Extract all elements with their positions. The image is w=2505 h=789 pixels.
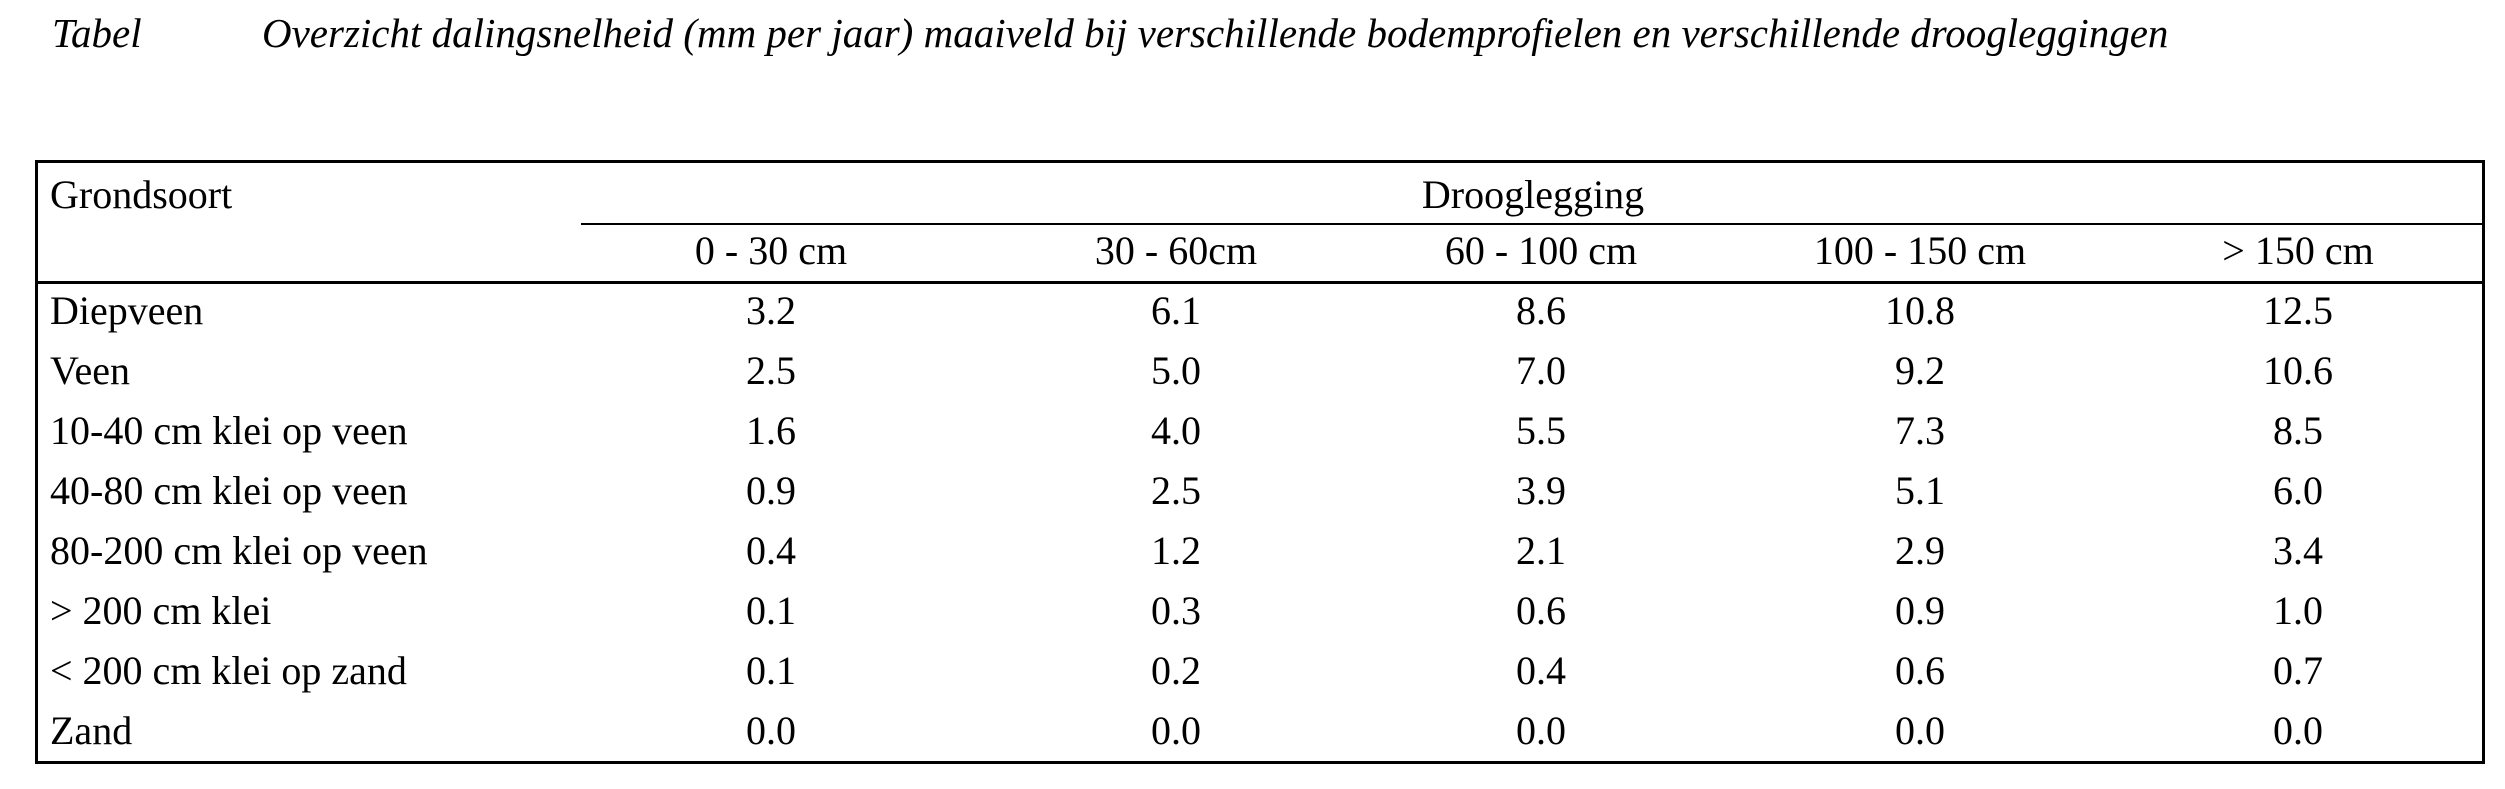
table-cell: 0.4 (746, 528, 796, 573)
row-label: 40-80 cm klei op veen (50, 468, 408, 513)
table-cell: 2.1 (1516, 528, 1566, 573)
row-header-grondsoort: Grondsoort (50, 172, 233, 217)
table-cell: 2.9 (1895, 528, 1945, 573)
table-cell: 0.0 (1151, 708, 1201, 753)
table-cell: 0.6 (1516, 588, 1566, 633)
table-cell: 2.5 (1151, 468, 1201, 513)
row-label: > 200 cm klei (50, 588, 272, 633)
table-cell: 3.4 (2273, 528, 2323, 573)
header-bottom-rule (38, 281, 2485, 284)
table-cell: 4.0 (1151, 408, 1201, 453)
table-cell: 0.0 (1516, 708, 1566, 753)
row-label: Diepveen (50, 288, 204, 333)
table-cell: 0.6 (1895, 648, 1945, 693)
table-cell: 1.2 (1151, 528, 1201, 573)
group-header-rule (581, 223, 2485, 225)
table-cell: 1.0 (2273, 588, 2323, 633)
caption-title: Overzicht dalingsnelheid (mm per jaar) m… (262, 10, 2169, 56)
column-header: 0 - 30 cm (694, 228, 848, 273)
table-cell: 0.2 (1151, 648, 1201, 693)
table-cell: 0.1 (746, 648, 796, 693)
table-cell: 7.0 (1516, 348, 1566, 393)
row-label: 10-40 cm klei op veen (50, 408, 408, 453)
table-cell: 0.3 (1151, 588, 1201, 633)
row-label: Veen (50, 348, 130, 393)
table-cell: 5.5 (1516, 408, 1566, 453)
table-cell: 8.6 (1516, 288, 1566, 333)
table-cell: 9.2 (1895, 348, 1945, 393)
column-header: > 150 cm (2222, 228, 2374, 273)
table-cell: 0.9 (746, 468, 796, 513)
group-header-drooglegging: Drooglegging (1421, 172, 1645, 217)
table-cell: 6.1 (1151, 288, 1201, 333)
table-cell: 3.9 (1516, 468, 1566, 513)
table-cell: 8.5 (2273, 408, 2323, 453)
column-header: 100 - 150 cm (1813, 228, 2027, 273)
row-label: 80-200 cm klei op veen (50, 528, 428, 573)
table-cell: 0.1 (746, 588, 796, 633)
table-cell: 0.9 (1895, 588, 1945, 633)
table-cell: 0.4 (1516, 648, 1566, 693)
table-cell: 1.6 (746, 408, 796, 453)
table-cell: 5.0 (1151, 348, 1201, 393)
table-cell: 0.0 (746, 708, 796, 753)
caption-label: Tabel (52, 10, 142, 56)
table-cell: 2.5 (746, 348, 796, 393)
table-cell: 10.6 (2263, 348, 2333, 393)
table-cell: 5.1 (1895, 468, 1945, 513)
column-header: 60 - 100 cm (1444, 228, 1638, 273)
table-cell: 0.0 (1895, 708, 1945, 753)
table-cell: 3.2 (746, 288, 796, 333)
row-label: Zand (50, 708, 133, 753)
table-cell: 7.3 (1895, 408, 1945, 453)
table-caption: Tabel Overzicht dalingsnelheid (mm per ja… (52, 2, 2232, 64)
table-cell: 6.0 (2273, 468, 2323, 513)
column-header: 30 - 60cm (1094, 228, 1258, 273)
table-cell: 0.0 (2273, 708, 2323, 753)
subsidence-table: Grondsoort Drooglegging 0 - 30 cm 30 - 60… (35, 160, 2485, 764)
table-cell: 10.8 (1885, 288, 1955, 333)
table-cell: 12.5 (2263, 288, 2333, 333)
table-cell: 0.7 (2273, 648, 2323, 693)
row-label: < 200 cm klei op zand (50, 648, 407, 693)
